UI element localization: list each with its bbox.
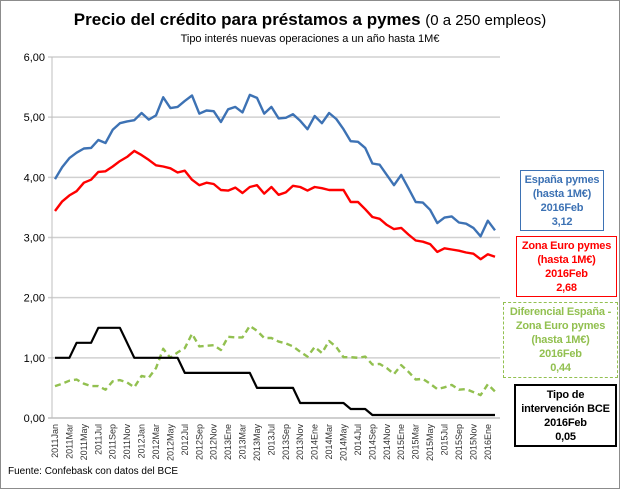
label-line: Zona Euro pymes — [515, 320, 606, 332]
x-tick-label: 2012Sep — [194, 424, 204, 460]
label-line: intervención BCE — [521, 403, 610, 415]
x-tick-label: 2013May — [252, 424, 262, 462]
x-tick-label: 2013Nov — [295, 424, 305, 461]
chart-subtitle: Tipo interés nuevas operaciones a un año… — [180, 33, 440, 45]
label-line: Tipo de — [546, 389, 585, 401]
label-line: 0,05 — [555, 431, 576, 443]
label-box-espana: España pymes (hasta 1M€) 2016Feb 3,12 — [520, 170, 604, 231]
x-tick-label: 2013Ene — [223, 424, 233, 460]
x-tick-label: 2011Jan — [50, 424, 60, 458]
x-tick-label: 2015Sep — [454, 424, 464, 460]
label-line: España pymes — [524, 174, 600, 186]
series-line-diferencial — [54, 324, 496, 397]
series-line-zona-euro — [54, 149, 496, 261]
x-tick-label: 2013Jul — [266, 424, 276, 456]
x-tick-label: 2012Mar — [151, 424, 161, 460]
y-tick-label: 3,00 — [24, 233, 45, 245]
x-tick-label: 2016Ene — [483, 424, 493, 460]
x-tick-label: 2013Mar — [238, 424, 248, 460]
label-line: (hasta 1M€) — [537, 254, 596, 266]
y-tick-label: 5,00 — [24, 112, 45, 124]
label-box-bce: Tipo de intervención BCE 2016Feb 0,05 — [514, 384, 617, 447]
x-tick-label: 2012Jan — [137, 424, 147, 459]
chart-title: Precio del crédito para préstamos a pyme… — [0, 10, 620, 30]
x-tick-label: 2011Sep — [108, 424, 118, 459]
label-line: 3,12 — [551, 216, 573, 228]
x-tick-label: 2015Nov — [468, 424, 478, 461]
series-line-bce — [55, 326, 495, 417]
chart-title-main: Precio del crédito para préstamos a pyme… — [73, 10, 421, 29]
label-box-zona-euro: Zona Euro pymes (hasta 1M€) 2016Feb 2,68 — [516, 236, 617, 297]
chart-title-paren: (0 a 250 empleos) — [425, 12, 547, 29]
label-line: 2016Feb — [540, 202, 584, 214]
label-line: 2016Feb — [545, 268, 588, 280]
x-tick-label: 2012Jul — [180, 424, 190, 456]
x-tick-label: 2014Nov — [382, 424, 392, 461]
label-line: Zona Euro pymes — [521, 240, 612, 252]
series-line-espana — [53, 93, 496, 238]
x-tick-label: 2015Mar — [411, 424, 421, 460]
y-tick-label: 0,00 — [24, 413, 45, 425]
label-line: 2016Feb — [544, 417, 587, 429]
x-tick-label: 2014Sep — [367, 424, 377, 460]
y-tick-label: 1,00 — [24, 353, 45, 365]
label-line: (hasta 1M€) — [532, 188, 592, 200]
x-tick-label: 2014Ene — [310, 424, 320, 460]
x-tick-label: 2011May — [79, 424, 89, 461]
label-line: (hasta 1M€) — [531, 334, 590, 346]
x-tick-label: 2011Mar — [64, 424, 74, 459]
x-tick-label: 2015Ene — [396, 424, 406, 460]
label-line: 2016Feb — [539, 348, 582, 360]
label-box-diferencial: Diferencial España - Zona Euro pymes (hast… — [503, 302, 618, 378]
y-tick-label: 6,00 — [24, 52, 45, 64]
x-tick-label: 2012Nov — [209, 424, 219, 461]
x-tick-label: 2014Mar — [324, 424, 334, 460]
label-line: Diferencial España - — [509, 306, 612, 318]
x-tick-label: 2014Jul — [353, 424, 363, 456]
x-tick-label: 2015Jul — [440, 424, 450, 456]
label-line: 2,68 — [556, 282, 577, 294]
source-note: Fuente: Confebask con datos del BCE — [8, 466, 179, 477]
x-tick-label: 2011Jul — [93, 424, 103, 455]
x-tick-label: 2012May — [165, 424, 175, 462]
y-tick-label: 4,00 — [24, 172, 45, 184]
y-tick-label: 2,00 — [24, 293, 45, 305]
label-line: 0,44 — [550, 362, 571, 374]
x-tick-label: 2013Sep — [281, 424, 291, 460]
x-tick-label: 2011Nov — [122, 424, 132, 460]
x-tick-label: 2015May — [425, 424, 435, 462]
x-tick-label: 2014May — [339, 424, 349, 462]
